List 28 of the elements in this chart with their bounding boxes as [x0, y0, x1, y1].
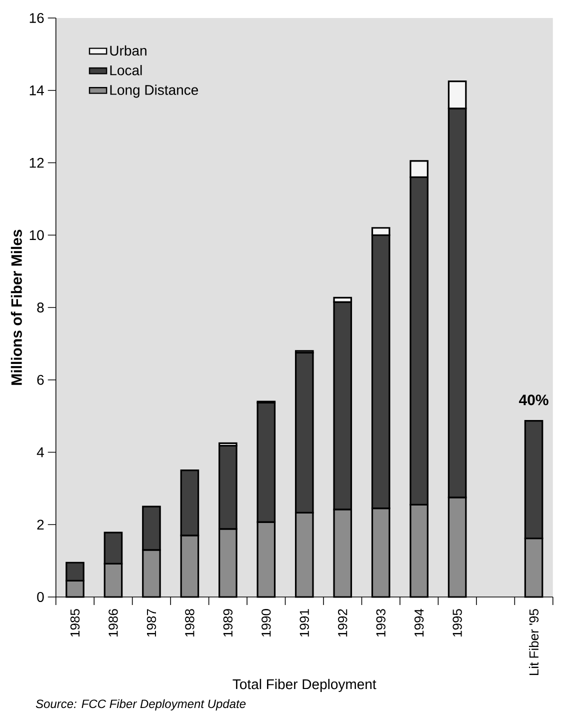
x-tick-label: 1991 [300, 609, 309, 636]
legend-label: Long Distance [110, 84, 198, 98]
x-tick-label: 1990 [262, 609, 271, 636]
y-tick-label: 10 [30, 230, 44, 240]
legend-label: Local [110, 64, 142, 76]
x-tick-label: 1985 [70, 609, 80, 636]
y-tick-label: 6 [37, 374, 44, 385]
x-tick-label: 1995 [452, 609, 462, 636]
x-tick-label: 1988 [185, 609, 194, 636]
annotation: 40% [518, 394, 548, 406]
y-tick-label: 14 [30, 86, 44, 96]
y-tick-label: 8 [37, 302, 44, 312]
x-tick-label: 1992 [338, 609, 348, 636]
x-axis-title: Total Fiber Deployment [232, 678, 376, 692]
source-note: Source: FCC Fiber Deployment Update [36, 699, 246, 710]
x-tick-label: 1993 [376, 609, 386, 636]
y-tick-label: 2 [37, 520, 44, 530]
x-tick-label: 1986 [108, 609, 118, 636]
y-tick-label: 0 [37, 592, 44, 602]
x-tick-label: 1994 [414, 608, 424, 636]
x-tick-label: 1987 [146, 609, 156, 636]
y-axis-title: Millions of Fiber Miles [10, 230, 22, 385]
y-tick-label: 16 [30, 13, 44, 23]
y-tick-label: 4 [36, 447, 44, 458]
y-tick-label: 12 [30, 158, 44, 168]
legend-label: Urban [110, 45, 146, 56]
x-tick-label: Lit Fiber '95 [528, 609, 539, 675]
x-tick-label: 1989 [223, 609, 233, 636]
